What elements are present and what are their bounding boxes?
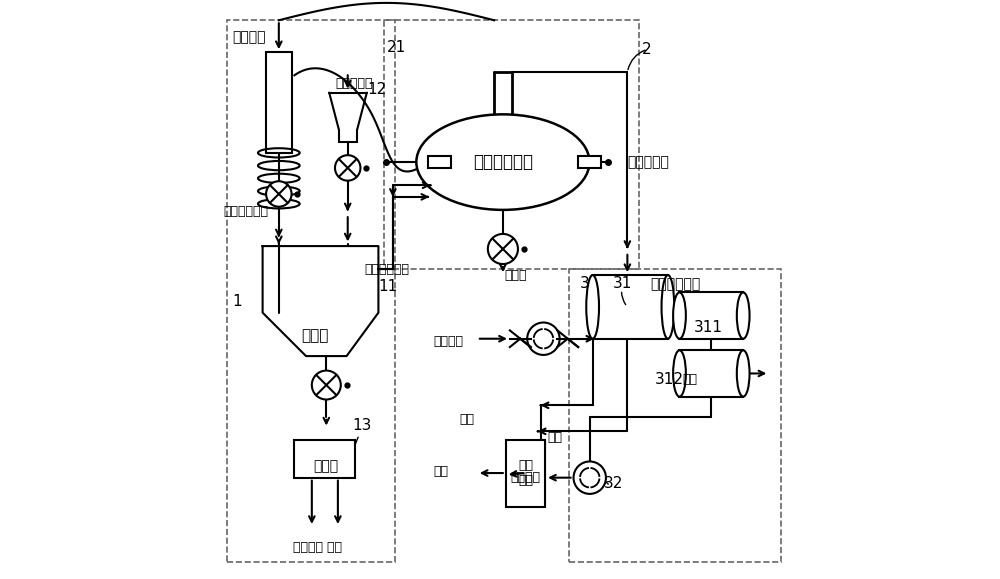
Bar	[679, 350, 743, 397]
Text: 金属颗粒 残炭: 金属颗粒 残炭	[293, 541, 342, 554]
Bar	[227, 20, 395, 562]
Text: 膜分离塔: 膜分离塔	[510, 471, 540, 484]
Bar	[266, 52, 292, 153]
Text: 12: 12	[367, 82, 386, 97]
Text: 电极渣: 电极渣	[504, 269, 527, 281]
Text: 3: 3	[580, 276, 590, 291]
Text: 11: 11	[378, 279, 398, 294]
Text: 31: 31	[613, 276, 632, 291]
Ellipse shape	[662, 275, 674, 339]
Bar	[569, 269, 781, 562]
Text: 膜分
离塔: 膜分 离塔	[518, 459, 533, 487]
Circle shape	[527, 323, 560, 355]
Text: 32: 32	[604, 476, 624, 491]
Bar	[294, 440, 355, 478]
Text: 磁选机: 磁选机	[314, 459, 339, 473]
Text: 21: 21	[387, 40, 406, 55]
Text: 高温重整气: 高温重整气	[627, 155, 669, 169]
Text: 启动氮气: 启动氮气	[433, 335, 463, 348]
Text: 1: 1	[233, 294, 242, 309]
Circle shape	[488, 234, 518, 264]
Text: 等离子加热炉: 等离子加热炉	[473, 153, 533, 171]
Ellipse shape	[586, 275, 599, 339]
Text: 高温热解油气: 高温热解油气	[364, 263, 409, 276]
Text: 金属颗粒: 金属颗粒	[233, 31, 266, 45]
Ellipse shape	[737, 350, 750, 397]
Text: 冷水: 冷水	[547, 431, 562, 444]
Ellipse shape	[673, 292, 686, 339]
Ellipse shape	[737, 292, 750, 339]
Text: 热水: 热水	[682, 373, 697, 386]
Circle shape	[312, 371, 341, 400]
Circle shape	[574, 461, 606, 494]
Bar	[578, 156, 601, 168]
Bar	[593, 275, 668, 339]
Circle shape	[266, 181, 292, 207]
Text: 311: 311	[694, 320, 723, 335]
Text: 2: 2	[642, 42, 651, 57]
Ellipse shape	[673, 350, 686, 397]
Polygon shape	[263, 246, 378, 356]
Text: 13: 13	[352, 418, 372, 433]
Bar	[679, 292, 743, 339]
Text: 312: 312	[655, 372, 684, 387]
Ellipse shape	[416, 115, 589, 210]
Text: 乏气: 乏气	[459, 413, 474, 426]
Bar	[506, 440, 545, 507]
Text: 热解炉: 热解炉	[301, 328, 328, 343]
Text: 电磁加热线圈: 电磁加热线圈	[223, 205, 268, 218]
Text: 生物质颗粒: 生物质颗粒	[335, 78, 372, 90]
Circle shape	[335, 155, 360, 181]
Text: 氢气: 氢气	[433, 466, 448, 478]
Text: 燃气轮机发电: 燃气轮机发电	[651, 277, 701, 291]
Bar	[384, 20, 639, 269]
Bar	[428, 156, 451, 168]
